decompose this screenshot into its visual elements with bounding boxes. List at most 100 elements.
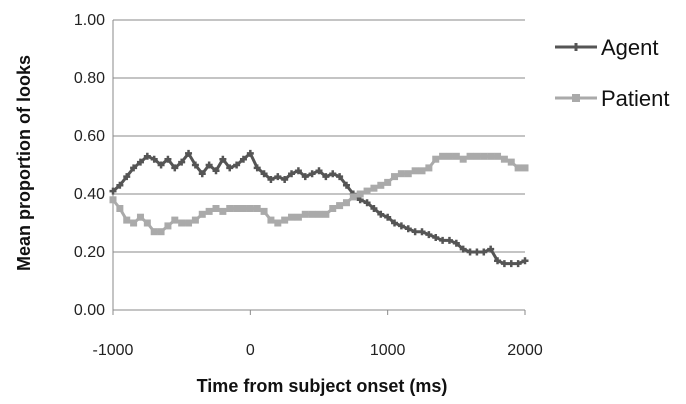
data-point [445, 236, 453, 244]
data-point [404, 170, 412, 178]
data-point [294, 213, 302, 221]
data-point [178, 219, 186, 227]
legend-marker [572, 43, 580, 51]
data-point [226, 205, 234, 212]
data-point [219, 207, 227, 215]
data-point [356, 190, 364, 198]
legend-item-agent: Agent [555, 35, 659, 60]
data-point [130, 164, 138, 172]
data-point [349, 193, 357, 201]
data-point [466, 248, 474, 256]
data-point [342, 199, 350, 207]
data-point [171, 164, 179, 172]
data-point [432, 234, 440, 241]
data-point [507, 260, 515, 268]
data-point [253, 164, 261, 172]
data-point [136, 213, 144, 221]
data-point [473, 248, 481, 256]
data-point [466, 152, 474, 160]
data-point [425, 164, 433, 172]
data-point [439, 152, 447, 160]
data-point [329, 170, 337, 178]
data-point [370, 184, 378, 192]
data-point [521, 164, 529, 172]
data-point [171, 216, 179, 224]
series-patient [109, 152, 529, 236]
data-point [253, 205, 261, 212]
data-point [281, 216, 289, 224]
data-point [459, 245, 467, 253]
data-point [521, 257, 529, 265]
data-point [274, 173, 282, 181]
data-point [329, 205, 337, 212]
data-point [233, 161, 241, 169]
y-tick-label: 1.00 [74, 12, 105, 29]
data-point [123, 216, 131, 224]
data-point [116, 205, 124, 212]
data-point [494, 257, 502, 265]
x-tick-label: -1000 [93, 342, 134, 359]
data-point [212, 205, 220, 212]
data-point [363, 187, 371, 195]
data-point [418, 167, 426, 175]
data-point [267, 176, 275, 183]
data-point [370, 205, 378, 212]
data-point [164, 222, 172, 230]
data-point [487, 152, 495, 160]
data-point [185, 219, 193, 227]
data-point [226, 164, 234, 172]
data-point [363, 199, 371, 207]
data-point [384, 213, 392, 221]
data-point [411, 228, 419, 236]
data-point [239, 155, 247, 163]
data-point [109, 196, 117, 204]
data-point [514, 260, 522, 268]
data-point [294, 167, 302, 175]
data-point [143, 219, 151, 227]
data-point [198, 170, 206, 178]
data-point [459, 155, 467, 163]
data-point [246, 205, 254, 212]
data-point [157, 161, 165, 169]
data-point [198, 210, 206, 218]
data-point [377, 210, 385, 218]
data-point [191, 161, 199, 169]
data-point [473, 152, 481, 160]
legend: Agent Patient [555, 35, 670, 111]
y-tick-label: 0.40 [74, 186, 105, 203]
data-point [150, 228, 158, 236]
data-point [150, 155, 158, 163]
y-tick-label: 0.60 [74, 128, 105, 145]
data-point [274, 219, 282, 227]
y-tick-label: 0.80 [74, 70, 105, 87]
data-point [212, 167, 220, 175]
legend-label: Patient [601, 86, 670, 111]
gridlines [112, 19, 525, 311]
legend-marker [572, 94, 580, 102]
data-point [301, 210, 309, 218]
data-point [425, 231, 433, 239]
data-point [109, 187, 117, 195]
data-point [487, 245, 495, 253]
data-point [404, 225, 412, 233]
data-point [452, 239, 460, 247]
data-point [308, 170, 316, 178]
data-point [191, 216, 199, 224]
data-point [494, 152, 502, 160]
data-point [411, 167, 419, 175]
data-point [500, 260, 508, 268]
data-point [164, 155, 172, 163]
data-point [336, 202, 344, 210]
data-point [397, 170, 405, 178]
data-point [514, 164, 522, 172]
data-point [322, 210, 330, 218]
legend-item-patient: Patient [555, 86, 670, 111]
data-point [185, 149, 193, 157]
data-point [288, 170, 296, 178]
data-point [308, 210, 316, 218]
x-axis-title: Time from subject onset (ms) [197, 376, 448, 396]
data-point [432, 155, 440, 163]
data-point [391, 219, 399, 227]
data-point [445, 152, 453, 160]
data-point [377, 181, 385, 189]
